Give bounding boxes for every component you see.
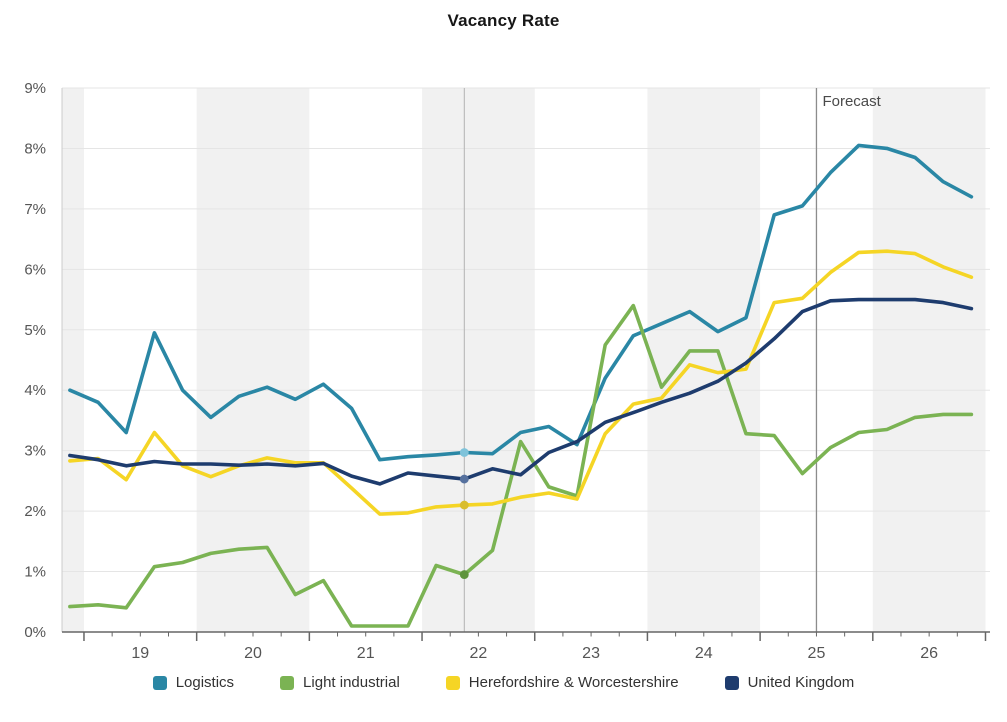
gridlines	[62, 87, 990, 573]
svg-text:3%: 3%	[24, 443, 46, 460]
svg-text:21: 21	[357, 645, 375, 662]
legend-swatch-united-kingdom	[724, 675, 739, 690]
legend-label: Light industrial	[303, 674, 400, 691]
series-line-logistics[interactable]	[68, 143, 974, 462]
svg-text:19: 19	[131, 645, 149, 662]
svg-text:23: 23	[582, 645, 600, 662]
legend-swatch-light-industrial	[280, 675, 295, 690]
legend-item-herefordshire-worcestershire[interactable]: Herefordshire & Worcestershire	[445, 674, 679, 691]
svg-text:26: 26	[920, 645, 938, 662]
svg-text:20: 20	[244, 645, 262, 662]
svg-text:9%: 9%	[24, 80, 46, 97]
svg-text:7%: 7%	[24, 201, 46, 218]
plot-bands	[62, 88, 986, 632]
y-axis-labels: 0% 1% 2% 3% 4% 5% 6% 7% 8% 9%	[24, 80, 46, 641]
legend-item-logistics[interactable]: Logistics	[152, 674, 235, 691]
svg-text:8%: 8%	[24, 140, 46, 157]
legend-label: United Kingdom	[747, 674, 855, 691]
legend-item-united-kingdom[interactable]: United Kingdom	[724, 674, 855, 691]
x-axis	[62, 631, 990, 641]
legend-item-light-industrial[interactable]: Light industrial	[280, 674, 400, 691]
legend-swatch-herefordshire-worcestershire	[445, 675, 460, 690]
series-line-light-industrial[interactable]	[68, 303, 974, 628]
forecast-label: Forecast	[822, 93, 881, 110]
chart-title: Vacancy Rate	[447, 11, 560, 30]
legend-swatch-logistics	[152, 675, 167, 690]
selected-point-marker-light-industrial[interactable]	[459, 570, 469, 579]
selected-point-marker-logistics[interactable]	[459, 448, 469, 457]
svg-text:6%: 6%	[24, 261, 46, 278]
series-line-herefordshire-worcestershire[interactable]	[68, 249, 974, 516]
svg-text:22: 22	[469, 645, 487, 662]
svg-text:5%: 5%	[24, 322, 46, 339]
svg-text:0%: 0%	[24, 624, 46, 641]
chart-legend: Logistics Light industrial Herefordshire…	[0, 674, 1007, 691]
svg-text:4%: 4%	[24, 382, 46, 399]
selected-point-marker-united-kingdom[interactable]	[459, 474, 469, 484]
legend-label: Herefordshire & Worcestershire	[468, 674, 679, 691]
svg-text:2%: 2%	[24, 503, 46, 520]
svg-text:25: 25	[808, 645, 826, 662]
x-axis-labels: 19 20 21 22 23 24 25 26	[131, 645, 938, 662]
selected-point-marker-herefordshire-worcestershire[interactable]	[459, 500, 469, 510]
svg-text:1%: 1%	[24, 564, 46, 581]
svg-text:24: 24	[695, 645, 713, 662]
series-line-united-kingdom[interactable]	[68, 297, 974, 486]
legend-label: Logistics	[175, 674, 235, 691]
